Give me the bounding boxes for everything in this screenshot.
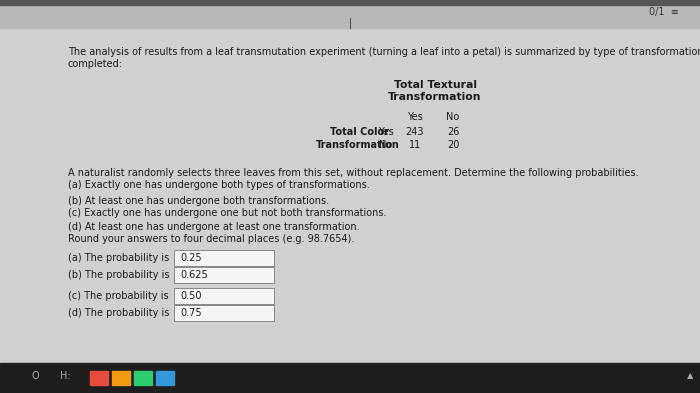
- Bar: [156, 371, 174, 385]
- Bar: [0, 0, 700, 28]
- Text: Round your answers to four decimal places (e.g. 98.7654).: Round your answers to four decimal place…: [68, 234, 354, 244]
- Text: 0.25: 0.25: [180, 253, 202, 263]
- Text: (d) At least one has undergone at least one transformation.: (d) At least one has undergone at least …: [68, 222, 360, 232]
- Text: (c) Exactly one has undergone one but not both transformations.: (c) Exactly one has undergone one but no…: [68, 208, 386, 218]
- Text: H:: H:: [60, 371, 70, 381]
- Text: (d) The probability is: (d) The probability is: [68, 308, 169, 318]
- Text: Total Textural: Total Textural: [393, 80, 477, 90]
- Bar: [134, 371, 152, 385]
- Text: No: No: [379, 140, 393, 150]
- Text: (a) The probability is: (a) The probability is: [68, 253, 169, 263]
- Text: 0.625: 0.625: [180, 270, 208, 280]
- Text: Yes: Yes: [407, 112, 423, 122]
- Text: 243: 243: [406, 127, 424, 137]
- Text: The analysis of results from a leaf transmutation experiment (turning a leaf int: The analysis of results from a leaf tran…: [68, 47, 700, 57]
- Text: No: No: [447, 112, 460, 122]
- FancyBboxPatch shape: [174, 267, 274, 283]
- Text: ▲: ▲: [687, 371, 693, 380]
- Text: 0.50: 0.50: [180, 291, 202, 301]
- Bar: [0, 0, 700, 5]
- Text: 26: 26: [447, 127, 459, 137]
- FancyBboxPatch shape: [174, 305, 274, 321]
- FancyBboxPatch shape: [174, 288, 274, 304]
- Text: 20: 20: [447, 140, 459, 150]
- Text: (b) The probability is: (b) The probability is: [68, 270, 169, 280]
- Bar: [112, 371, 130, 385]
- Text: 0/1  ≡: 0/1 ≡: [649, 7, 679, 17]
- Text: 0.75: 0.75: [180, 308, 202, 318]
- Text: O: O: [32, 371, 38, 381]
- Text: (b) At least one has undergone both transformations.: (b) At least one has undergone both tran…: [68, 196, 329, 206]
- Text: (c) The probability is: (c) The probability is: [68, 291, 169, 301]
- Text: Transformation: Transformation: [389, 92, 482, 102]
- Text: completed:: completed:: [68, 59, 123, 69]
- Text: (a) Exactly one has undergone both types of transformations.: (a) Exactly one has undergone both types…: [68, 180, 370, 190]
- FancyBboxPatch shape: [174, 250, 274, 266]
- Text: Transformation: Transformation: [316, 140, 400, 150]
- Bar: [90, 371, 108, 385]
- Text: 11: 11: [409, 140, 421, 150]
- Text: Total Color: Total Color: [330, 127, 389, 137]
- Text: Yes: Yes: [378, 127, 394, 137]
- Text: A naturalist randomly selects three leaves from this set, without replacement. D: A naturalist randomly selects three leav…: [68, 168, 638, 178]
- Bar: [0, 363, 700, 393]
